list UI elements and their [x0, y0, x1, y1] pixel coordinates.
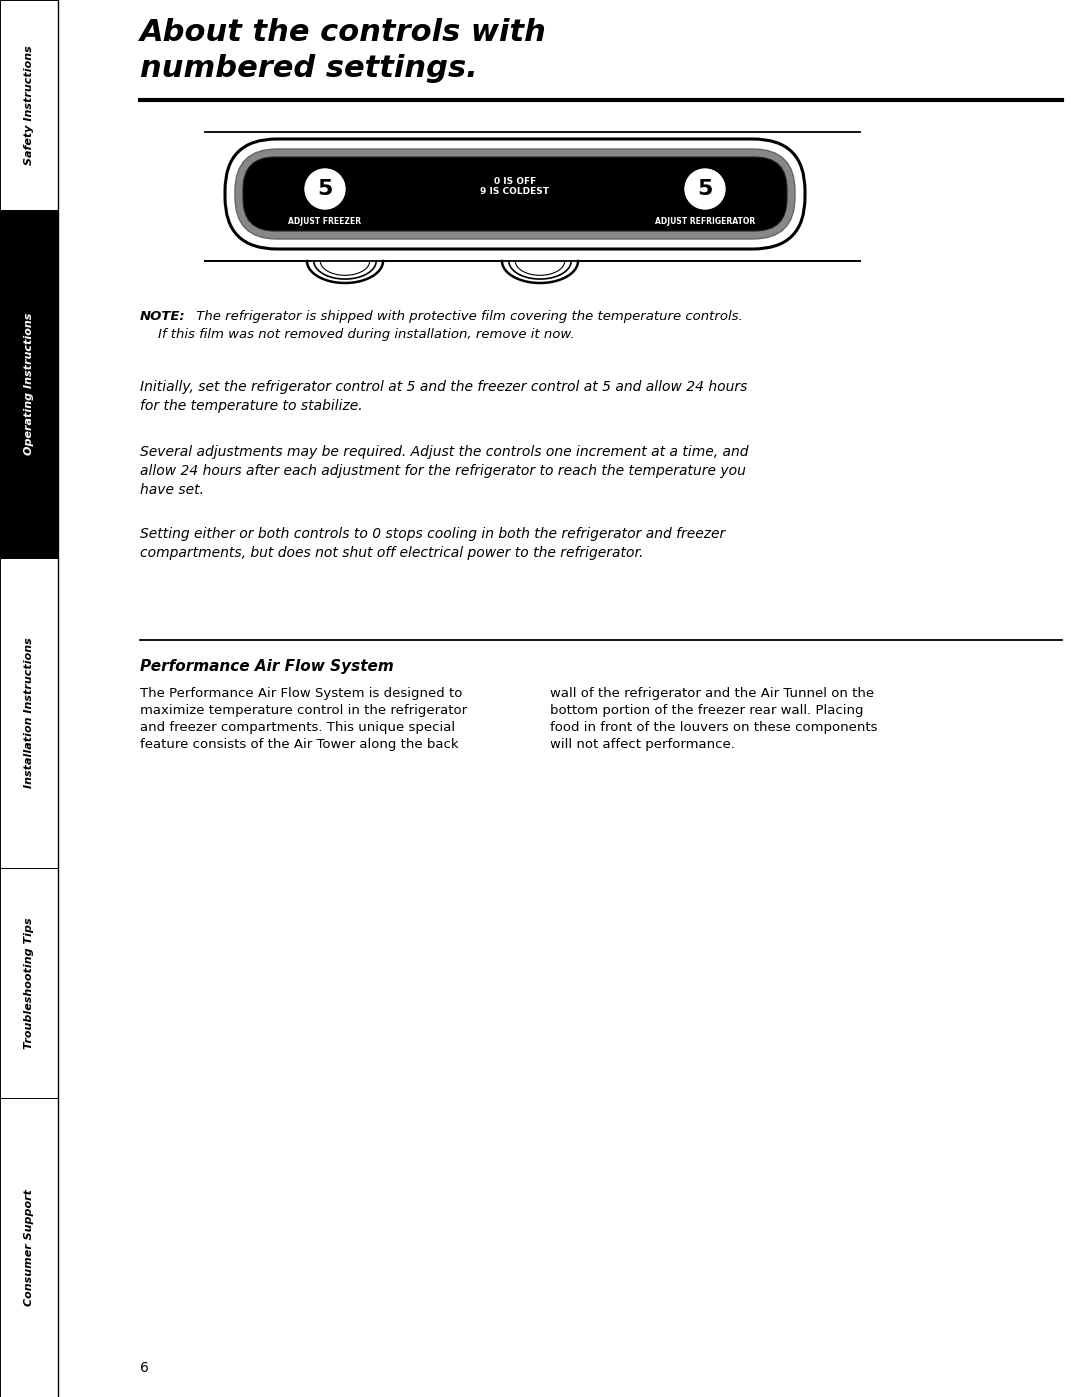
Text: 5: 5	[698, 179, 713, 198]
FancyBboxPatch shape	[235, 149, 795, 239]
Text: numbered settings.: numbered settings.	[140, 54, 477, 82]
Text: Setting either or both controls to 0 stops cooling in both the refrigerator and : Setting either or both controls to 0 sto…	[140, 527, 726, 541]
Text: Operating Instructions: Operating Instructions	[24, 313, 33, 455]
Text: 6: 6	[140, 1361, 149, 1375]
FancyBboxPatch shape	[225, 138, 805, 249]
Text: 0 IS OFF: 0 IS OFF	[494, 177, 536, 187]
Text: Installation Instructions: Installation Instructions	[24, 637, 33, 788]
Text: for the temperature to stabilize.: for the temperature to stabilize.	[140, 400, 363, 414]
Text: wall of the refrigerator and the Air Tunnel on the: wall of the refrigerator and the Air Tun…	[550, 687, 874, 700]
Bar	[0, 1098, 58, 1397]
Text: allow 24 hours after each adjustment for the refrigerator to reach the temperatu: allow 24 hours after each adjustment for…	[140, 464, 746, 478]
Text: The Performance Air Flow System is designed to: The Performance Air Flow System is desig…	[140, 687, 462, 700]
Text: Safety Instructions: Safety Instructions	[24, 45, 33, 165]
Text: About the controls with: About the controls with	[140, 18, 546, 47]
Text: 5: 5	[318, 179, 333, 198]
Text: Initially, set the refrigerator control at 5 and the freezer control at 5 and al: Initially, set the refrigerator control …	[140, 380, 747, 394]
Text: will not affect performance.: will not affect performance.	[550, 738, 734, 752]
Text: Several adjustments may be required. Adjust the controls one increment at a time: Several adjustments may be required. Adj…	[140, 446, 748, 460]
Text: 9 IS COLDEST: 9 IS COLDEST	[481, 187, 550, 197]
Text: ADJUST REFRIGERATOR: ADJUST REFRIGERATOR	[654, 218, 755, 226]
Circle shape	[305, 169, 345, 210]
Text: compartments, but does not shut off electrical power to the refrigerator.: compartments, but does not shut off elec…	[140, 546, 644, 560]
Text: maximize temperature control in the refrigerator: maximize temperature control in the refr…	[140, 704, 468, 717]
Text: have set.: have set.	[140, 483, 204, 497]
Text: Performance Air Flow System: Performance Air Flow System	[140, 659, 394, 673]
Text: and freezer compartments. This unique special: and freezer compartments. This unique sp…	[140, 721, 455, 733]
FancyBboxPatch shape	[243, 156, 787, 231]
Text: bottom portion of the freezer rear wall. Placing: bottom portion of the freezer rear wall.…	[550, 704, 864, 717]
Bar	[0, 0, 58, 210]
Text: ADJUST FREEZER: ADJUST FREEZER	[288, 218, 362, 226]
Circle shape	[685, 169, 725, 210]
Bar	[0, 868, 58, 1098]
Text: NOTE:: NOTE:	[140, 310, 186, 323]
Text: Troubleshooting Tips: Troubleshooting Tips	[24, 918, 33, 1049]
Text: feature consists of the Air Tower along the back: feature consists of the Air Tower along …	[140, 738, 459, 752]
Text: If this film was not removed during installation, remove it now.: If this film was not removed during inst…	[158, 328, 575, 341]
Bar	[0, 210, 58, 557]
Text: Consumer Support: Consumer Support	[24, 1189, 33, 1306]
Bar	[0, 557, 58, 868]
Text: food in front of the louvers on these components: food in front of the louvers on these co…	[550, 721, 877, 733]
Text: The refrigerator is shipped with protective film covering the temperature contro: The refrigerator is shipped with protect…	[192, 310, 743, 323]
